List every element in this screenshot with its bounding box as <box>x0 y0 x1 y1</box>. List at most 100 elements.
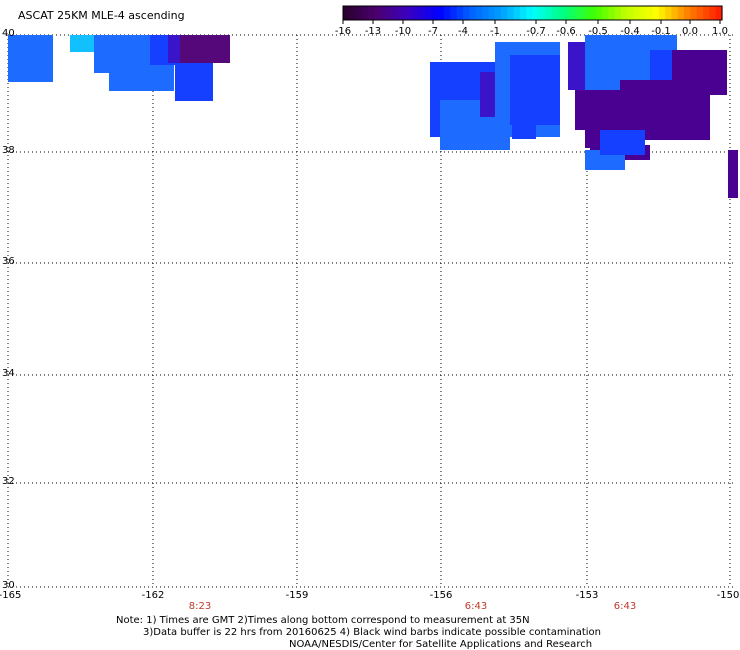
colorbar-tick: -13 <box>364 26 382 37</box>
wind-swath-block <box>70 35 94 52</box>
colorbar-segment <box>703 6 710 20</box>
colorbar-tick: -0.1 <box>651 26 671 37</box>
colorbar-segment <box>557 6 565 20</box>
colorbar-segment <box>488 6 496 20</box>
colorbar-segment <box>343 6 350 20</box>
colorbar-segment <box>627 6 635 20</box>
colorbar-segment <box>355 6 363 20</box>
colorbar-segment <box>646 6 654 20</box>
colorbar-segment <box>475 6 483 20</box>
colorbar-segment <box>481 6 489 20</box>
wind-swath-block <box>512 125 536 139</box>
pass-time-label: 6:43 <box>613 601 637 612</box>
colorbar-segment <box>380 6 388 20</box>
colorbar-segment <box>450 6 458 20</box>
colorbar-segment <box>589 6 597 20</box>
colorbar-tick: -0.4 <box>620 26 640 37</box>
lat-label: 32 <box>2 476 15 487</box>
note-line-1: Note: 1) Times are GMT 2)Times along bot… <box>116 615 530 626</box>
lon-label: -162 <box>141 590 165 601</box>
lat-label: 40 <box>2 28 15 39</box>
colorbar-segment <box>551 6 559 20</box>
colorbar-segment <box>601 6 609 20</box>
colorbar-segment <box>431 6 439 20</box>
colorbar-segment <box>715 6 723 20</box>
colorbar-segment <box>564 6 571 20</box>
colorbar-segment <box>709 6 717 20</box>
colorbar-segment <box>349 6 357 20</box>
pass-time-label: 6:43 <box>464 601 488 612</box>
lat-label: 36 <box>2 256 15 267</box>
pass-time-label: 8:23 <box>188 601 212 612</box>
wind-swaths <box>8 35 738 198</box>
colorbar-segment <box>620 6 628 20</box>
colorbar-tick: -0.7 <box>526 26 546 37</box>
colorbar-segment <box>399 6 407 20</box>
lon-label: -159 <box>285 590 309 601</box>
colorbar-frame <box>342 5 723 21</box>
colorbar-segment <box>361 6 369 20</box>
colorbar-segment <box>469 6 477 20</box>
colorbar-segment <box>368 6 376 20</box>
colorbar-segment <box>513 6 521 20</box>
colorbar-segment <box>500 6 508 20</box>
colorbar-segment <box>444 6 451 20</box>
colorbar-tick: -10 <box>394 26 412 37</box>
lon-label: -165 <box>0 590 22 601</box>
wind-swath-block <box>510 55 560 125</box>
colorbar-segment <box>614 6 622 20</box>
colorbar-segment <box>671 6 679 20</box>
colorbar-tick: -0.5 <box>588 26 608 37</box>
lat-label: 34 <box>2 368 15 379</box>
colorbar-segment <box>696 6 704 20</box>
colorbar-tick: -16 <box>334 26 352 37</box>
colorbar-segment <box>652 6 660 20</box>
colorbar-segment <box>658 6 666 20</box>
colorbar <box>342 5 723 24</box>
colorbar-segment <box>387 6 395 20</box>
colorbar-segment <box>690 6 698 20</box>
colorbar-segment <box>507 6 515 20</box>
colorbar-segment <box>437 6 445 20</box>
colorbar-segment <box>570 6 578 20</box>
lat-label: 30 <box>2 580 15 591</box>
wind-swath-block <box>8 35 53 82</box>
colorbar-segment <box>425 6 433 20</box>
colorbar-segment <box>608 6 616 20</box>
wind-swath-block <box>175 63 213 101</box>
colorbar-segment <box>576 6 584 20</box>
colorbar-segment <box>684 6 692 20</box>
colorbar-segment <box>526 6 534 20</box>
colorbar-segment <box>463 6 470 20</box>
colorbar-segment <box>665 6 673 20</box>
colorbar-tick: -0.6 <box>556 26 576 37</box>
colorbar-segment <box>406 6 414 20</box>
colorbar-tick: -4 <box>458 26 468 37</box>
colorbar-segment <box>412 6 420 20</box>
lon-label: -156 <box>429 590 453 601</box>
colorbar-segment <box>374 6 382 20</box>
colorbar-segment <box>532 6 540 20</box>
lat-label: 38 <box>2 145 15 156</box>
colorbar-segment <box>456 6 464 20</box>
colorbar-segment <box>639 6 647 20</box>
colorbar-segment <box>393 6 401 20</box>
colorbar-tick: 0.0 <box>682 26 698 37</box>
note-line-3: NOAA/NESDIS/Center for Satellite Applica… <box>289 639 593 650</box>
colorbar-segment <box>583 6 590 20</box>
note-line-2: 3)Data buffer is 22 hrs from 20160625 4)… <box>143 627 601 638</box>
colorbar-segment <box>538 6 546 20</box>
lon-label: -153 <box>575 590 599 601</box>
colorbar-tick: -7 <box>428 26 438 37</box>
colorbar-segment <box>595 6 603 20</box>
colorbar-segment <box>418 6 426 20</box>
wind-swath-block <box>600 130 645 155</box>
colorbar-segment <box>519 6 527 20</box>
colorbar-tick: 1.0 <box>712 26 728 37</box>
wind-swath-block <box>180 35 230 63</box>
colorbar-tick: -1 <box>490 26 500 37</box>
wind-swath-block <box>728 150 738 198</box>
colorbar-segment <box>545 6 553 20</box>
colorbar-segment <box>494 6 502 20</box>
colorbar-segment <box>677 6 685 20</box>
